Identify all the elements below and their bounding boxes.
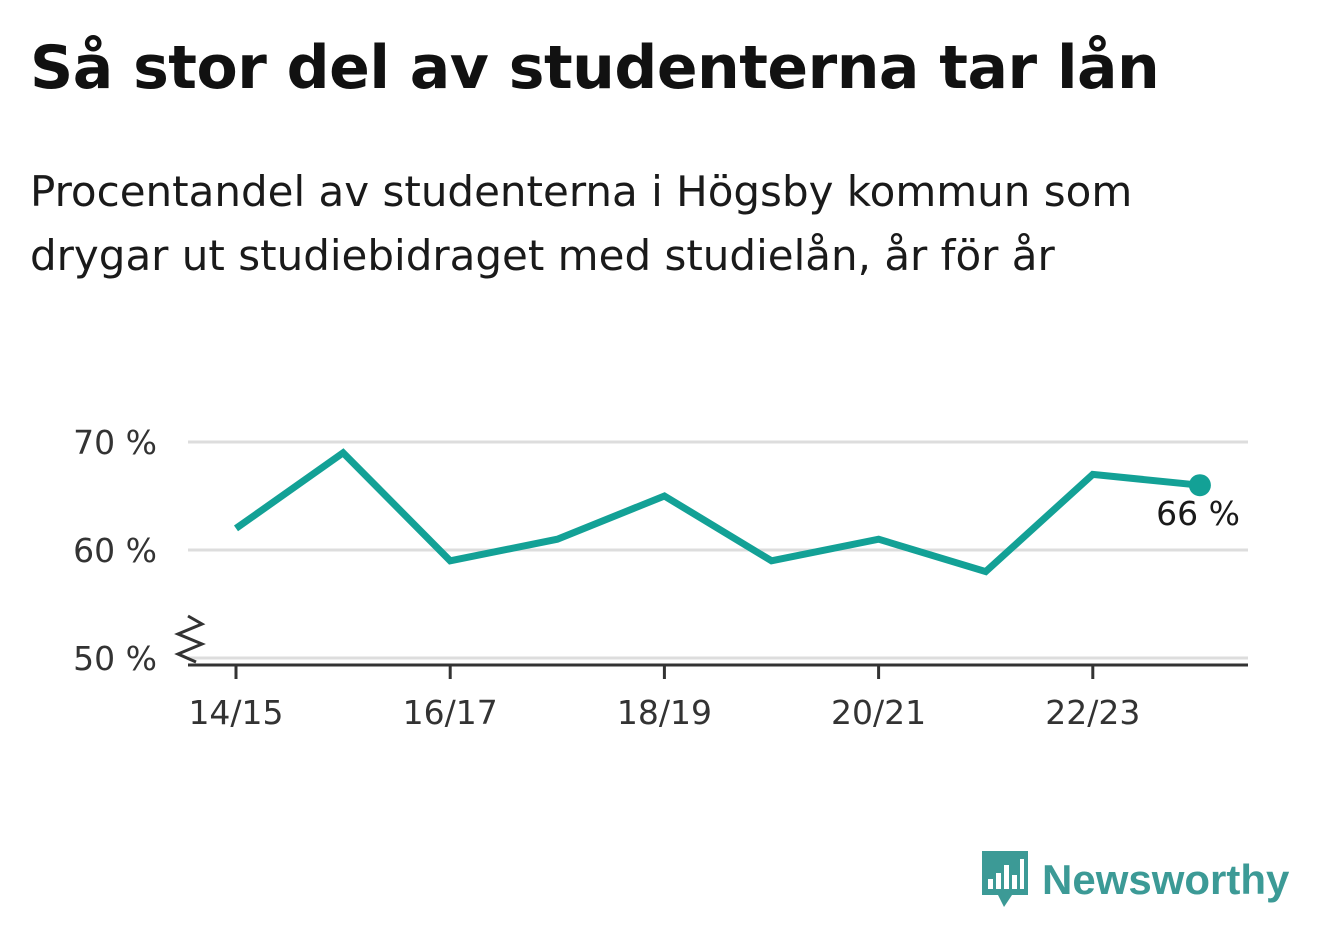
y-tick-label: 70 % — [73, 423, 157, 462]
axes — [174, 614, 1248, 679]
series — [233, 448, 1211, 576]
newsworthy-logo: Newsworthy — [980, 848, 1289, 912]
x-tick-label: 20/21 — [831, 693, 926, 732]
series-line — [233, 448, 1201, 576]
last-point-marker — [1188, 474, 1211, 497]
x-tick-label: 14/15 — [188, 693, 283, 732]
brand-name: Newsworthy — [1042, 856, 1290, 903]
x-tick-label: 22/23 — [1045, 693, 1140, 732]
x-tick-label: 16/17 — [403, 693, 498, 732]
gridlines — [188, 440, 1248, 660]
chart-title: Så stor del av studenterna tar lån — [30, 33, 1160, 103]
last-value-label: 66 % — [1156, 494, 1240, 533]
bar-chart-speech-bubble-icon — [982, 851, 1028, 907]
labels: 50 % 60 % 70 % 14/15 16/17 18/19 20/21 22/23 66 … — [73, 423, 1240, 732]
axis-break-marker — [174, 614, 206, 664]
y-tick-label: 60 % — [73, 531, 157, 570]
y-tick-label: 50 % — [73, 639, 157, 678]
x-tick-label: 18/19 — [617, 693, 712, 732]
chart-subtitle: Procentandel av studenterna i Högsby kom… — [30, 167, 1133, 280]
